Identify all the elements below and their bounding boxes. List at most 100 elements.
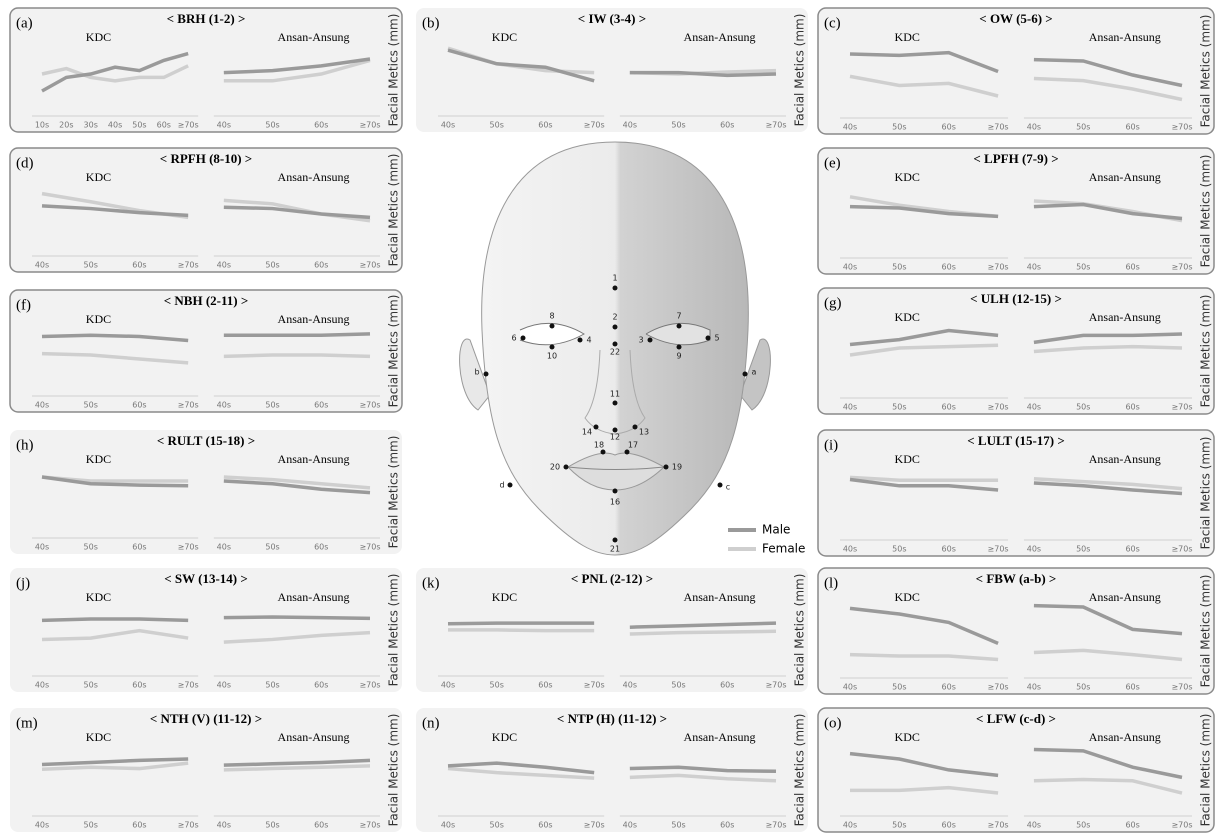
x-tick-label: 40s bbox=[35, 261, 49, 270]
x-tick-label: 60s bbox=[132, 261, 146, 270]
x-tick-label: 40s bbox=[217, 543, 231, 552]
x-tick-label: 60s bbox=[942, 545, 956, 554]
landmark-dot bbox=[613, 489, 618, 494]
x-tick-label: 50s bbox=[84, 401, 98, 410]
panel: (j)< SW (13-14) >Facial Metics (mm)KDC40… bbox=[10, 568, 402, 692]
x-tick-label: 40s bbox=[1027, 123, 1041, 132]
panel-label: (f) bbox=[16, 297, 31, 313]
x-tick-label: 50s bbox=[1076, 683, 1090, 692]
x-tick-label: 50s bbox=[490, 121, 504, 130]
panel-label: (e) bbox=[824, 155, 841, 171]
panel-label: (o) bbox=[824, 715, 842, 731]
x-tick-label: 40s bbox=[1027, 821, 1041, 830]
x-tick-label: 50s bbox=[265, 121, 279, 130]
x-tick-label: ≥70s bbox=[584, 121, 605, 130]
panel-title: < NTH (V) (11-12) > bbox=[150, 711, 262, 726]
subplot-title: Ansan-Ansung bbox=[278, 30, 350, 44]
x-tick-label: 40s bbox=[843, 123, 857, 132]
x-tick-label: 50s bbox=[892, 545, 906, 554]
panel-label: (g) bbox=[824, 295, 842, 311]
subplot-title: Ansan-Ansung bbox=[1089, 30, 1161, 44]
landmark-label: 10 bbox=[547, 352, 557, 361]
landmark-label: 9 bbox=[676, 352, 681, 361]
subplot-title: KDC bbox=[895, 730, 920, 744]
x-tick-label: ≥70s bbox=[178, 821, 199, 830]
panel: (c)< OW (5-6) >Facial Metics (mm)KDC40s5… bbox=[818, 8, 1214, 134]
landmark-dot bbox=[550, 345, 555, 350]
landmark-label: 13 bbox=[639, 428, 649, 437]
x-tick-label: 60s bbox=[720, 121, 734, 130]
x-tick-label: 50s bbox=[265, 543, 279, 552]
x-tick-label: 60s bbox=[314, 681, 328, 690]
x-tick-label: 40s bbox=[843, 403, 857, 412]
x-tick-label: ≥70s bbox=[988, 403, 1009, 412]
subplot-title: Ansan-Ansung bbox=[684, 730, 756, 744]
landmark-label: 19 bbox=[672, 463, 682, 472]
landmark-label: 8 bbox=[549, 312, 554, 321]
x-tick-label: ≥70s bbox=[765, 121, 786, 130]
x-tick-label: ≥70s bbox=[359, 543, 380, 552]
panel-title: < FBW (a-b) > bbox=[976, 571, 1057, 586]
panel-title: < ULH (12-15) > bbox=[970, 291, 1062, 306]
x-tick-label: 40s bbox=[623, 681, 637, 690]
x-tick-label: ≥70s bbox=[178, 121, 199, 130]
x-tick-label: 60s bbox=[720, 681, 734, 690]
landmark-label: 3 bbox=[638, 336, 643, 345]
x-tick-label: 50s bbox=[490, 681, 504, 690]
x-tick-label: ≥70s bbox=[359, 261, 380, 270]
series-line bbox=[224, 355, 370, 356]
panel-title: < NTP (H) (11-12) > bbox=[557, 711, 667, 726]
landmark-dot bbox=[633, 425, 638, 430]
landmark-dot bbox=[718, 483, 723, 488]
x-tick-label: 40s bbox=[35, 543, 49, 552]
x-tick-label: 60s bbox=[942, 821, 956, 830]
panel: (f)< NBH (2-11) >Facial Metics (mm)KDC40… bbox=[10, 290, 402, 412]
x-tick-label: 50s bbox=[84, 821, 98, 830]
panel: (i)< LULT (15-17) >Facial Metics (mm)KDC… bbox=[818, 430, 1214, 556]
panel-frame bbox=[818, 8, 1214, 134]
x-tick-label: 40s bbox=[108, 121, 122, 130]
subplot-title: KDC bbox=[492, 730, 517, 744]
panel-title: < SW (13-14) > bbox=[164, 571, 248, 586]
series-line bbox=[224, 334, 370, 335]
x-tick-label: 60s bbox=[720, 821, 734, 830]
y-axis-label: Facial Metics (mm) bbox=[1199, 15, 1213, 128]
x-tick-label: 50s bbox=[265, 821, 279, 830]
y-axis-label: Facial Metics (mm) bbox=[793, 14, 807, 127]
x-tick-label: ≥70s bbox=[1171, 683, 1192, 692]
x-tick-label: 50s bbox=[892, 683, 906, 692]
landmark-label: a bbox=[752, 368, 757, 377]
panel-label: (j) bbox=[16, 575, 30, 591]
x-tick-label: 40s bbox=[843, 821, 857, 830]
x-tick-label: 50s bbox=[490, 821, 504, 830]
x-tick-label: 40s bbox=[1027, 545, 1041, 554]
x-tick-label: ≥70s bbox=[988, 821, 1009, 830]
x-tick-label: 50s bbox=[892, 123, 906, 132]
x-tick-label: 60s bbox=[1125, 821, 1139, 830]
x-tick-label: 60s bbox=[1125, 263, 1139, 272]
x-tick-label: 40s bbox=[1027, 403, 1041, 412]
landmark-label: c bbox=[726, 483, 730, 492]
panel-frame bbox=[818, 148, 1214, 274]
panel-title: < PNL (2-12) > bbox=[571, 571, 653, 586]
x-tick-label: 50s bbox=[84, 543, 98, 552]
x-tick-label: 60s bbox=[1125, 545, 1139, 554]
subplot-title: Ansan-Ansung bbox=[684, 590, 756, 604]
panel-frame bbox=[10, 290, 402, 412]
panel-title: < LULT (15-17) > bbox=[967, 433, 1065, 448]
x-tick-label: 30s bbox=[84, 121, 98, 130]
landmark-label: 11 bbox=[610, 390, 620, 399]
x-tick-label: 40s bbox=[441, 681, 455, 690]
x-tick-label: 60s bbox=[538, 681, 552, 690]
x-tick-label: 60s bbox=[1125, 123, 1139, 132]
y-axis-label: Facial Metics (mm) bbox=[387, 436, 401, 549]
series-line bbox=[448, 623, 594, 624]
x-tick-label: 60s bbox=[1125, 403, 1139, 412]
panel-title: < RPFH (8-10) > bbox=[160, 151, 252, 166]
x-tick-label: 60s bbox=[538, 121, 552, 130]
x-tick-label: 60s bbox=[314, 543, 328, 552]
x-tick-label: 40s bbox=[843, 545, 857, 554]
x-tick-label: 50s bbox=[265, 681, 279, 690]
landmark-label: 4 bbox=[586, 336, 591, 345]
subplot-title: KDC bbox=[895, 30, 920, 44]
